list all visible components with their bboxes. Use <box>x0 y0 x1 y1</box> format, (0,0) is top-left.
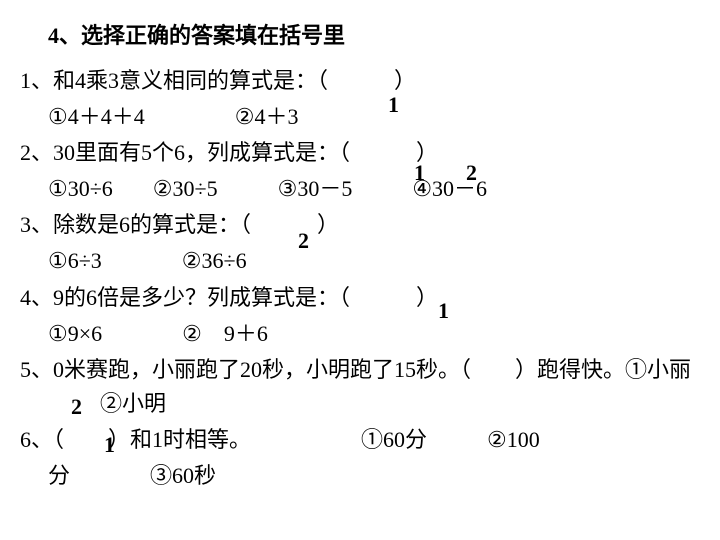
q4-options: ①9×6 ② 9＋6 <box>48 317 700 351</box>
q6-tail2: ③60秒 <box>150 463 216 488</box>
section-title: 4、选择正确的答案填在括号里 <box>48 18 700 50</box>
q1-answer: 1 <box>388 92 399 118</box>
q6-tail1: 分 <box>48 463 70 488</box>
q2-answer-1: 1 <box>414 160 425 186</box>
q2-options: ①30÷6②30÷5③30－5④30－6 <box>48 172 700 206</box>
q2-opt2: ②30÷5 <box>153 176 218 201</box>
q5-stem-b: 0米赛跑，小丽跑了20秒，小明跑了15秒。（ ）跑得快。 <box>53 357 625 382</box>
q4-opt2: ② 9＋6 <box>182 321 268 346</box>
q6-opt2: ②100 <box>487 427 540 452</box>
q5-opt2: ②小明 <box>100 391 166 416</box>
q6-tail: 分 ③60秒 <box>48 459 700 493</box>
q5-stem: 5、0米赛跑，小丽跑了20秒，小明跑了15秒。（ ）跑得快。①小丽 ②小明 <box>20 353 700 421</box>
q4-opt1: ①9×6 <box>48 321 102 346</box>
q5-stem-a: 5、 <box>20 357 53 382</box>
q3-opt2: ②36÷6 <box>182 248 247 273</box>
q5-opt1: ①小丽 <box>625 357 691 382</box>
q1-opt1: ①4＋4＋4 <box>48 104 145 129</box>
q3-stem: 3、除数是6的算式是：（ ） <box>20 208 700 242</box>
q2-stem: 2、30里面有5个6，列成算式是：（ ） <box>20 136 700 170</box>
q1-options: ①4＋4＋4 ②4＋3 <box>48 100 700 134</box>
q1-stem: 1、和4乘3意义相同的算式是：（ ） <box>20 64 700 98</box>
q6-stem-line: 6、（ ）和1时相等。 ①60分 ②100 <box>20 423 700 457</box>
q6-opt1: ①60分 <box>361 427 427 452</box>
q3-opt1: ①6÷3 <box>48 248 102 273</box>
q5-answer-a: 2 <box>71 394 82 420</box>
q3-answer: 2 <box>298 228 309 254</box>
q4-answer: 1 <box>438 298 449 324</box>
q4-stem: 4、9的6倍是多少？列成算式是：（ ） <box>20 281 700 315</box>
q2-opt1: ①30÷6 <box>48 176 113 201</box>
q2-answer-2: 2 <box>466 160 477 186</box>
q5-answer-b: 1 <box>104 432 115 458</box>
q2-opt3: ③30－5 <box>278 176 353 201</box>
q1-opt2: ②4＋3 <box>235 104 299 129</box>
q3-options: ①6÷3 ②36÷6 <box>48 244 700 278</box>
q6-stem: 6、（ ）和1时相等。 <box>20 427 251 452</box>
